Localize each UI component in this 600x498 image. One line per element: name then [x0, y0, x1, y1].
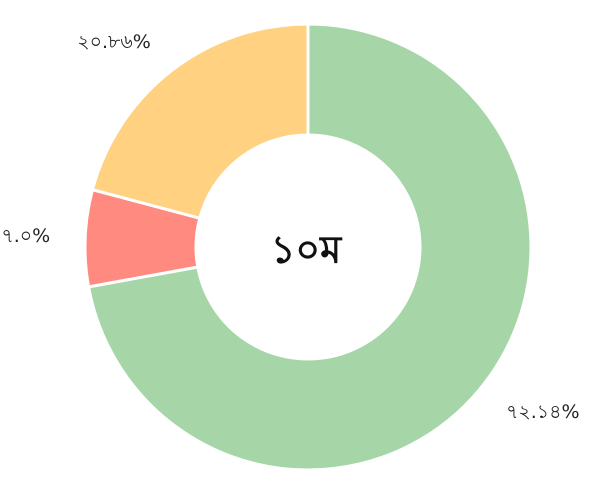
donut-slice-1 — [86, 22, 533, 472]
donut-slices — [83, 22, 533, 472]
donut-slice-3 — [90, 22, 310, 221]
slice-labels: ৭২.১৪% ৭.০% ২০.৮৬% — [1, 31, 579, 423]
center-label: ১০ম — [271, 228, 343, 272]
slice-label-1: ৭২.১৪% — [506, 401, 579, 423]
slice-label-2: ৭.০% — [1, 225, 50, 247]
slice-label-3: ২০.৮৬% — [77, 31, 150, 53]
